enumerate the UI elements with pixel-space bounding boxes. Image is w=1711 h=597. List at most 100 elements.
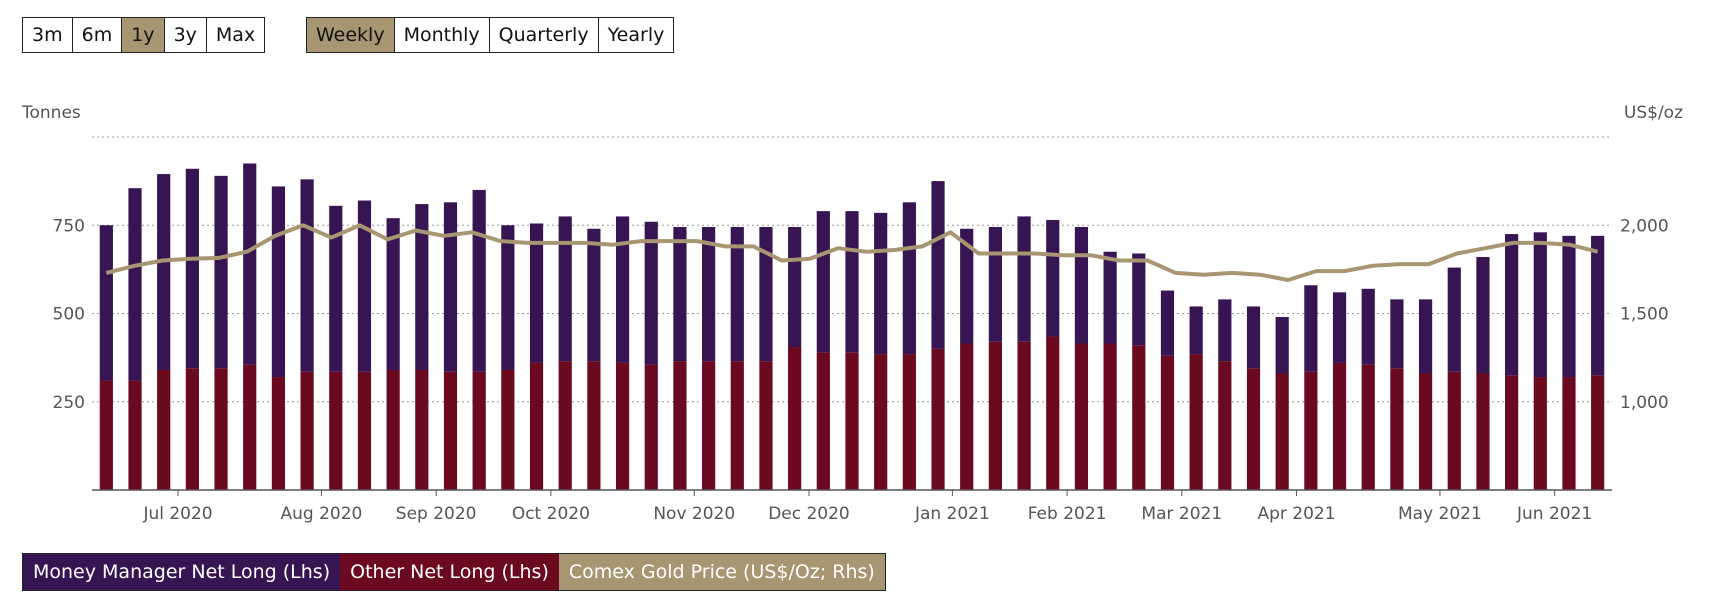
frequency-selector: Weekly Monthly Quarterly Yearly xyxy=(306,17,675,53)
bar-money-manager-net-long xyxy=(472,189,486,372)
bar-other-net-long xyxy=(931,348,945,490)
bar-other-net-long xyxy=(1046,336,1060,490)
bar-money-manager-net-long xyxy=(730,227,744,362)
bar-other-net-long xyxy=(587,361,601,490)
bar-money-manager-net-long xyxy=(1591,235,1605,376)
x-tick-label: Nov 2020 xyxy=(653,504,735,524)
bar-money-manager-net-long xyxy=(529,223,544,363)
bar-other-net-long xyxy=(902,354,916,490)
bar-money-manager-net-long xyxy=(902,202,916,355)
x-tick-label: Jan 2021 xyxy=(914,504,990,524)
bar-other-net-long xyxy=(1533,377,1547,490)
bar-other-net-long xyxy=(1476,373,1490,490)
bar-money-manager-net-long xyxy=(1304,285,1318,372)
bar-other-net-long xyxy=(730,361,744,490)
frequency-button-yearly[interactable]: Yearly xyxy=(597,17,675,53)
legend-item-comex-gold-price[interactable]: Comex Gold Price (US$/Oz; Rhs) xyxy=(558,554,885,590)
bar-money-manager-net-long xyxy=(157,174,171,370)
legend-item-other-net-long[interactable]: Other Net Long (Lhs) xyxy=(340,554,559,590)
right-tick-label: 1,000 xyxy=(1620,393,1669,413)
bar-other-net-long xyxy=(1332,362,1347,490)
frequency-button-quarterly[interactable]: Quarterly xyxy=(488,17,599,53)
bar-other-net-long xyxy=(357,371,372,490)
bar-money-manager-net-long xyxy=(587,228,601,362)
bar-other-net-long xyxy=(1017,341,1031,490)
bar-other-net-long xyxy=(243,364,257,490)
right-axis-title: US$/oz xyxy=(1624,103,1683,123)
range-button-6m[interactable]: 6m xyxy=(71,17,123,53)
x-tick-label: Feb 2021 xyxy=(1028,504,1107,524)
bar-other-net-long xyxy=(702,361,716,490)
bar-money-manager-net-long xyxy=(1562,235,1576,378)
bar-other-net-long xyxy=(1103,343,1117,490)
range-button-3y[interactable]: 3y xyxy=(163,17,207,53)
bar-other-net-long xyxy=(1189,354,1203,490)
bar-other-net-long xyxy=(128,380,142,490)
bar-other-net-long xyxy=(1361,364,1375,490)
range-button-1y[interactable]: 1y xyxy=(121,17,165,53)
bar-other-net-long xyxy=(845,352,859,490)
bar-other-net-long xyxy=(501,369,515,490)
bar-money-manager-net-long xyxy=(845,211,859,353)
bar-money-manager-net-long xyxy=(673,227,687,362)
frequency-button-monthly[interactable]: Monthly xyxy=(393,17,490,53)
bar-other-net-long xyxy=(1074,343,1089,490)
left-axis-title: Tonnes xyxy=(21,103,81,123)
bar-money-manager-net-long xyxy=(1189,306,1203,355)
bar-money-manager-net-long xyxy=(788,227,802,348)
gold-price-series-line xyxy=(105,223,1599,282)
range-button-max[interactable]: Max xyxy=(205,17,266,53)
bar-other-net-long xyxy=(157,369,171,490)
bar-money-manager-net-long xyxy=(1390,299,1404,369)
bar-money-manager-net-long xyxy=(443,202,458,372)
bar-money-manager-net-long xyxy=(1476,257,1490,374)
bar-other-net-long xyxy=(615,362,630,490)
gold-price-line xyxy=(105,223,1599,282)
x-tick-label: Oct 2020 xyxy=(512,504,590,524)
frequency-button-weekly[interactable]: Weekly xyxy=(306,17,395,53)
bar-money-manager-net-long xyxy=(1246,306,1261,369)
bar-money-manager-net-long xyxy=(759,227,773,362)
bar-other-net-long xyxy=(558,361,572,490)
bar-money-manager-net-long xyxy=(988,227,1002,342)
bar-other-net-long xyxy=(386,369,400,490)
bar-money-manager-net-long xyxy=(357,200,372,372)
bar-other-net-long xyxy=(300,371,314,490)
bar-money-manager-net-long xyxy=(1160,290,1175,356)
bar-money-manager-net-long xyxy=(1447,267,1461,372)
bar-money-manager-net-long xyxy=(1505,234,1519,376)
bar-other-net-long xyxy=(1591,375,1605,490)
bar-other-net-long xyxy=(816,352,830,490)
bar-money-manager-net-long xyxy=(1218,299,1232,362)
left-tick-label: 250 xyxy=(53,393,85,413)
bar-other-net-long xyxy=(1390,368,1404,490)
bar-other-net-long xyxy=(759,361,773,490)
bar-money-manager-net-long xyxy=(1332,292,1347,363)
legend-item-money-manager[interactable]: Money Manager Net Long (Lhs) xyxy=(23,554,341,590)
legend: Money Manager Net Long (Lhs) Other Net Lo… xyxy=(22,553,886,591)
bar-money-manager-net-long xyxy=(816,211,830,353)
bar-other-net-long xyxy=(443,371,458,490)
bar-other-net-long xyxy=(472,371,486,490)
bar-money-manager-net-long xyxy=(1132,253,1146,346)
bar-other-net-long xyxy=(1304,371,1318,490)
bar-money-manager-net-long xyxy=(99,225,113,381)
x-tick-label: Jul 2020 xyxy=(142,504,212,524)
x-tick-label: Apr 2021 xyxy=(1257,504,1335,524)
bar-other-net-long xyxy=(1562,377,1576,490)
bar-money-manager-net-long xyxy=(1074,227,1089,344)
bar-other-net-long xyxy=(1132,345,1146,490)
bar-other-net-long xyxy=(329,371,343,490)
bar-money-manager-net-long xyxy=(185,168,199,369)
range-button-3m[interactable]: 3m xyxy=(22,17,73,53)
left-tick-label: 500 xyxy=(53,305,85,325)
bar-other-net-long xyxy=(415,369,429,490)
x-tick-label: Dec 2020 xyxy=(768,504,850,524)
bar-other-net-long xyxy=(214,368,228,490)
bar-money-manager-net-long xyxy=(1361,288,1375,365)
bar-money-manager-net-long xyxy=(1017,216,1031,342)
bar-money-manager-net-long xyxy=(300,179,314,372)
bar-other-net-long xyxy=(1418,373,1433,490)
bar-money-manager-net-long xyxy=(329,205,343,372)
bar-money-manager-net-long xyxy=(644,221,658,365)
